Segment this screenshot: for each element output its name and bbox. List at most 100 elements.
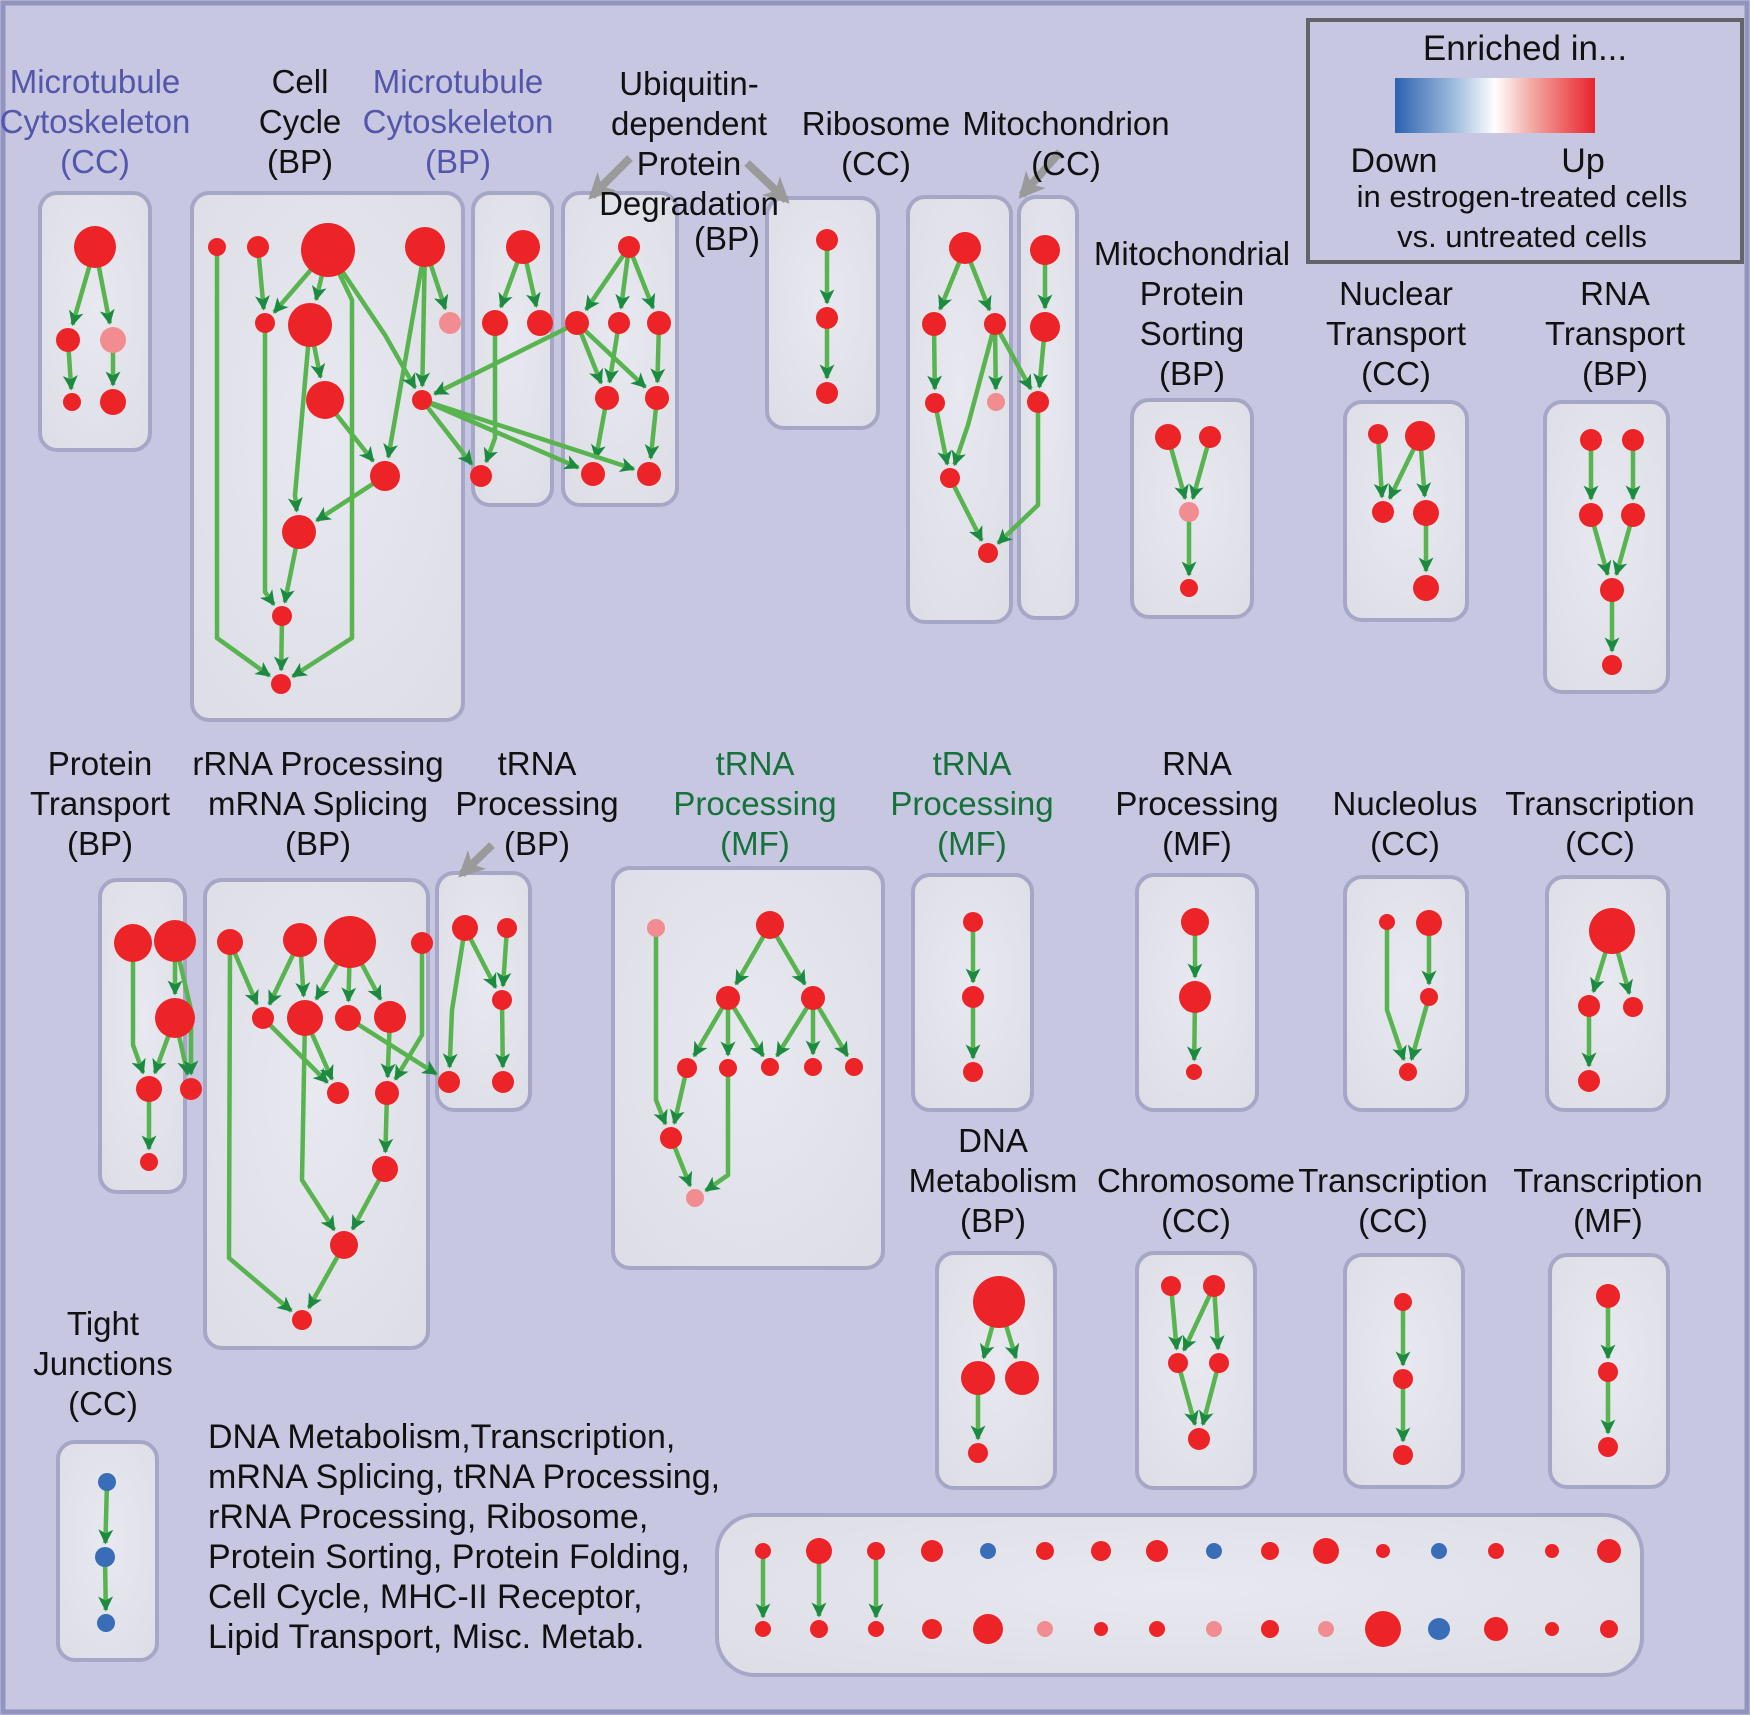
misc-clusters-note: Cell Cycle, MHC-II Receptor, (208, 1578, 643, 1616)
cluster-label-microtubule-cytoskeleton-bp: Microtubule (373, 63, 544, 100)
go-term-node-p1 (114, 924, 152, 962)
go-term-node-mb3 (527, 310, 553, 336)
go-term-node-a1 (217, 929, 243, 955)
cluster-label-transcription-cc-row2: Transcription (1505, 785, 1695, 822)
go-term-node-q4 (1621, 503, 1645, 527)
go-term-node-j4 (1399, 1063, 1417, 1081)
cluster-label-trna-processing-bp: (BP) (504, 825, 570, 862)
edge-r4-r6 (932, 402, 952, 466)
go-term-node-r1 (949, 232, 981, 264)
go-term-node-o2 (1030, 312, 1060, 342)
edge-o3-r7 (996, 402, 1041, 545)
go-term-node-bs1 (755, 1621, 771, 1637)
go-term-node-bn5 (980, 1543, 996, 1559)
go-term-node-r2 (922, 312, 946, 336)
cluster-label-trna-processing-mf-large: (MF) (720, 825, 790, 862)
cluster-label-rna-transport: (BP) (1582, 355, 1648, 392)
misc-clusters-note: DNA Metabolism,Transcription, (208, 1418, 675, 1456)
go-term-node-rd1 (372, 1156, 398, 1182)
go-term-node-ch5 (1188, 1428, 1210, 1450)
edge-r3-r6 (951, 323, 998, 467)
go-term-node-l3 (1393, 1445, 1413, 1465)
edge-u2-u6 (575, 321, 647, 389)
go-term-node-bn8 (1146, 1540, 1168, 1562)
edge-ch2-ch3 (1181, 1285, 1217, 1352)
go-term-node-rf1 (292, 1310, 312, 1330)
go-term-node-bs14 (1484, 1617, 1508, 1641)
go-term-node-bn4 (921, 1540, 943, 1562)
go-term-node-c1 (208, 238, 226, 256)
go-term-node-bs7 (1094, 1622, 1108, 1636)
misc-clusters-note: rRNA Processing, Ribosome, (208, 1498, 648, 1536)
go-term-node-u5 (595, 386, 619, 410)
go-term-node-c2 (247, 236, 269, 258)
go-term-node-bn9 (1206, 1543, 1222, 1559)
cluster-box-misc-band (715, 1513, 1644, 1677)
edge-tj1-tj2 (98, 1481, 114, 1545)
go-term-node-nt3 (1372, 501, 1394, 523)
go-term-node-c7 (439, 312, 461, 334)
go-term-node-p6 (140, 1153, 158, 1171)
go-term-node-re1 (330, 1231, 358, 1259)
go-term-node-bs12 (1365, 1611, 1401, 1647)
go-term-node-bn16 (1597, 1539, 1621, 1563)
go-term-node-r4 (925, 393, 945, 413)
go-term-node-mb2 (482, 310, 508, 336)
cluster-box-nuclear-transport (1343, 400, 1469, 622)
go-term-node-u6 (645, 386, 669, 410)
go-term-node-p2 (154, 920, 196, 962)
go-term-node-s1 (1155, 424, 1181, 450)
cluster-label-protein-transport: (BP) (67, 825, 133, 862)
go-term-node-g2 (756, 911, 784, 939)
edge-p1-p4 (130, 943, 146, 1075)
go-term-node-h2 (962, 986, 984, 1008)
go-term-node-tc (492, 990, 512, 1010)
cluster-label-mitochondrial-protein-sorting: Mitochondrial (1094, 235, 1290, 272)
go-term-node-h3 (963, 1062, 983, 1082)
go-term-node-v1 (816, 229, 838, 251)
go-term-node-bs16 (1600, 1620, 1618, 1638)
go-term-node-g10 (660, 1127, 682, 1149)
cluster-label-mitochondrial-protein-sorting: Protein (1140, 275, 1245, 312)
go-term-node-c11 (282, 515, 316, 549)
go-term-node-v3 (816, 382, 838, 404)
go-term-node-bs13 (1428, 1618, 1450, 1640)
go-term-node-k4 (1578, 1070, 1600, 1092)
cluster-label-chromosome-cc: (CC) (1161, 1202, 1231, 1239)
go-term-node-c8 (306, 381, 344, 419)
cluster-label-tight-junctions: Tight (67, 1305, 139, 1342)
go-term-node-c12 (272, 606, 292, 626)
cluster-label-tight-junctions: Junctions (33, 1345, 172, 1382)
cluster-label-ribosome-cc: (CC) (841, 145, 911, 182)
go-term-node-u8 (581, 462, 605, 486)
go-term-node-td (438, 1071, 460, 1093)
cluster-label-rna-transport: RNA (1580, 275, 1650, 312)
go-term-node-g5 (677, 1058, 697, 1078)
go-term-node-mb1 (506, 230, 540, 264)
edge-nt1-nt3 (1373, 433, 1389, 499)
cluster-label-trna-processing-bp: Processing (455, 785, 618, 822)
go-term-node-bs10 (1261, 1620, 1279, 1638)
edge-c1-c13 (214, 247, 271, 678)
cluster-box-rna-transport (1543, 400, 1670, 694)
cluster-label-ubiquitin-degradation-box1: Degradation (599, 185, 779, 222)
cluster-label-mitochondrion-cc: (CC) (1031, 145, 1101, 182)
go-term-node-l2 (1393, 1369, 1413, 1389)
go-term-node-s4 (1180, 579, 1198, 597)
go-term-node-b4 (374, 1001, 406, 1033)
cluster-label-trna-processing-mf-large: Processing (673, 785, 836, 822)
go-term-node-mb4 (470, 465, 492, 487)
go-term-node-r7 (978, 543, 998, 563)
go-term-node-q3 (1579, 503, 1603, 527)
go-term-node-k2 (1578, 995, 1600, 1017)
cluster-label-dna-metabolism: (BP) (960, 1202, 1026, 1239)
label-pointer-arrow-icon (458, 842, 495, 878)
go-term-node-m1 (74, 226, 116, 268)
go-term-node-nt1 (1368, 424, 1388, 444)
go-term-node-u1 (618, 236, 640, 258)
go-term-node-x1 (327, 1082, 349, 1104)
cluster-label-rrna-processing-mrna-splicing: (BP) (285, 825, 351, 862)
